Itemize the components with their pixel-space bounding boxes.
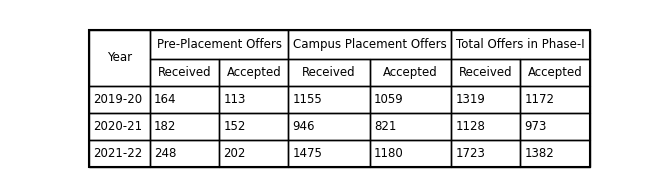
Bar (150, 30, 289, 59)
Bar (520, 86, 590, 113)
Bar (150, 59, 219, 86)
Bar (520, 140, 590, 167)
Bar (150, 140, 219, 167)
Bar (520, 113, 590, 140)
Text: 248: 248 (154, 147, 177, 160)
Text: Pre-Placement Offers: Pre-Placement Offers (157, 38, 282, 51)
Bar (451, 86, 520, 113)
Text: Year: Year (107, 51, 132, 64)
Bar (451, 140, 520, 167)
Bar (289, 86, 370, 113)
Bar (219, 113, 289, 140)
Bar (150, 113, 219, 140)
Text: 946: 946 (293, 120, 315, 133)
Bar (89, 30, 150, 86)
Text: 1172: 1172 (524, 93, 555, 106)
Bar (520, 59, 590, 86)
Text: 821: 821 (374, 120, 397, 133)
Text: 1382: 1382 (524, 147, 554, 160)
Text: 973: 973 (524, 120, 547, 133)
Bar (219, 59, 289, 86)
Text: Accepted: Accepted (383, 66, 438, 79)
Text: 1059: 1059 (374, 93, 404, 106)
Bar (370, 86, 451, 113)
Bar (89, 113, 150, 140)
Text: Received: Received (158, 66, 211, 79)
Text: Accepted: Accepted (528, 66, 583, 79)
Text: 2020-21: 2020-21 (93, 120, 142, 133)
Text: 113: 113 (223, 93, 246, 106)
Text: 202: 202 (223, 147, 246, 160)
Bar (289, 59, 370, 86)
Text: Accepted: Accepted (226, 66, 281, 79)
Bar (219, 140, 289, 167)
Text: Total Offers in Phase-I: Total Offers in Phase-I (456, 38, 585, 51)
Text: 1475: 1475 (293, 147, 322, 160)
Text: 152: 152 (223, 120, 246, 133)
Bar (370, 140, 451, 167)
Bar (451, 113, 520, 140)
Text: 1180: 1180 (374, 147, 404, 160)
Bar (370, 113, 451, 140)
Text: 2021-22: 2021-22 (93, 147, 142, 160)
Text: 2019-20: 2019-20 (93, 93, 142, 106)
Text: Campus Placement Offers: Campus Placement Offers (293, 38, 447, 51)
Bar (89, 86, 150, 113)
Bar (451, 30, 590, 59)
Bar (289, 113, 370, 140)
Text: Received: Received (459, 66, 512, 79)
Bar (89, 140, 150, 167)
Bar (219, 86, 289, 113)
Text: 1155: 1155 (293, 93, 322, 106)
Bar (289, 140, 370, 167)
Text: Received: Received (303, 66, 356, 79)
Bar (370, 59, 451, 86)
Bar (451, 59, 520, 86)
Text: 182: 182 (154, 120, 177, 133)
Text: 164: 164 (154, 93, 177, 106)
Text: 1128: 1128 (455, 120, 485, 133)
Text: 1723: 1723 (455, 147, 485, 160)
Text: 1319: 1319 (455, 93, 485, 106)
Bar (150, 86, 219, 113)
Bar (289, 30, 451, 59)
